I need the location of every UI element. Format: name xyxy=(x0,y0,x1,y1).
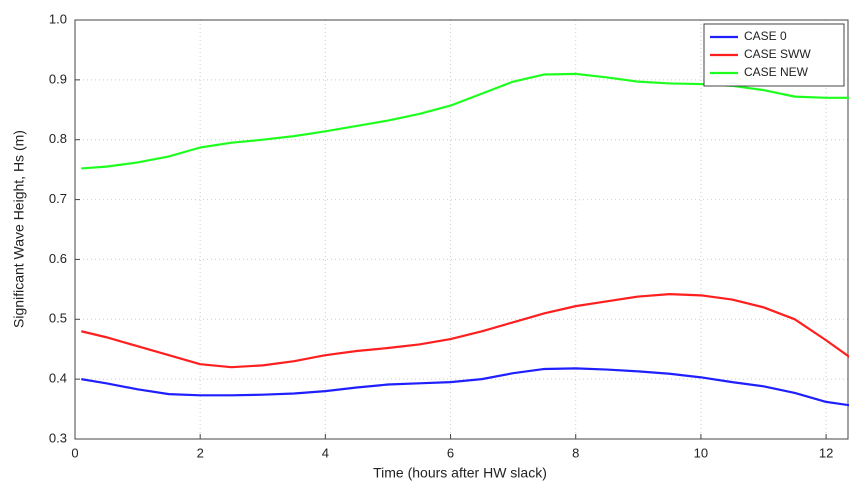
x-tick-label: 4 xyxy=(322,445,329,460)
x-tick-label: 12 xyxy=(819,445,833,460)
y-tick-label: 0.8 xyxy=(49,131,67,146)
y-tick-label: 0.5 xyxy=(49,311,67,326)
plot-frame xyxy=(74,19,849,440)
y-tick-label: 0.4 xyxy=(49,371,67,386)
legend-label: CASE SWW xyxy=(744,47,811,61)
series-line xyxy=(81,72,849,170)
series-line xyxy=(81,293,849,369)
x-tick-label: 8 xyxy=(572,445,579,460)
y-tick-label: 0.9 xyxy=(49,71,67,86)
legend-label: CASE 0 xyxy=(744,29,787,43)
x-tick-label: 6 xyxy=(447,445,454,460)
y-tick-label: 0.6 xyxy=(49,251,67,266)
x-tick-label: 10 xyxy=(694,445,708,460)
x-tick-label: 2 xyxy=(197,445,204,460)
x-axis-title: Time (hours after HW slack) xyxy=(373,465,547,481)
y-axis-title: Significant Wave Height, Hs (m) xyxy=(11,130,27,328)
x-tick-label: 0 xyxy=(71,445,78,460)
y-tick-label: 1.0 xyxy=(49,11,67,26)
y-tick-label: 0.7 xyxy=(49,191,67,206)
series-line xyxy=(81,367,849,407)
legend-label: CASE NEW xyxy=(744,65,809,79)
y-tick-label: 0.3 xyxy=(49,430,67,445)
